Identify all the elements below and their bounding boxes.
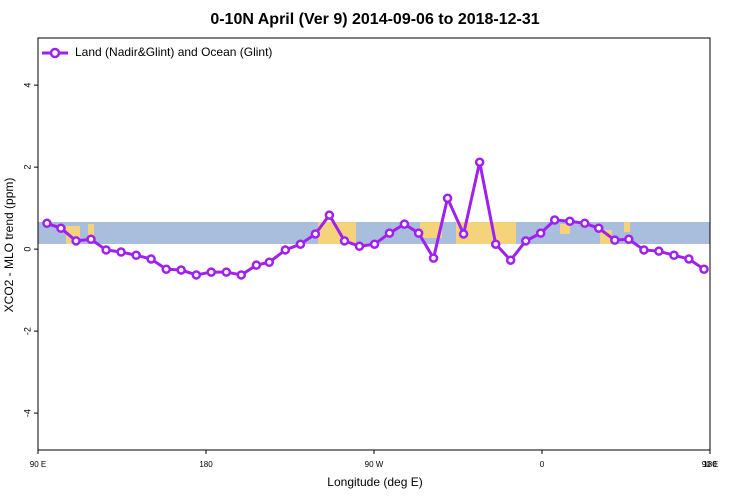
x-tick-label: 180	[703, 460, 717, 469]
y-tick-label: 4	[22, 83, 32, 88]
point	[161, 264, 171, 274]
point	[549, 215, 560, 225]
point	[505, 255, 516, 265]
point	[413, 228, 424, 238]
x-tick-label: 90 W	[365, 460, 384, 469]
point	[474, 157, 485, 167]
point	[310, 229, 321, 239]
point	[221, 267, 232, 277]
point	[428, 253, 439, 263]
chart-title: 0-10N April (Ver 9) 2014-09-06 to 2018-1…	[210, 11, 539, 28]
point	[610, 235, 620, 245]
point	[458, 229, 469, 239]
point	[236, 270, 247, 280]
point	[42, 218, 52, 229]
y-tick-label: -4	[22, 409, 32, 417]
point	[669, 250, 679, 261]
point	[116, 247, 126, 257]
point	[101, 245, 111, 255]
point	[71, 236, 81, 246]
point	[206, 267, 216, 277]
point	[131, 250, 141, 261]
point	[354, 241, 365, 252]
point	[399, 219, 410, 229]
point	[654, 246, 664, 256]
point	[339, 236, 350, 246]
x-tick-label: 90 E	[702, 460, 718, 469]
legend-label: Land (Nadir&Glint) and Ocean (Glint)	[75, 45, 272, 59]
point	[280, 245, 291, 255]
point	[86, 234, 96, 245]
point	[324, 210, 335, 220]
x-tick-label: 0	[540, 460, 545, 469]
point	[56, 223, 66, 233]
point	[176, 265, 186, 275]
point	[369, 239, 380, 249]
y-tick-label: 2	[22, 165, 32, 170]
point	[251, 260, 262, 270]
y-tick-label: 0	[22, 247, 32, 252]
line	[46, 161, 705, 277]
point	[579, 218, 590, 229]
y-axis-label: XCO2 - MLO trend (ppm)	[2, 178, 16, 313]
point	[521, 236, 531, 246]
point	[442, 193, 453, 204]
x-axis-label: Longitude (deg E)	[327, 475, 422, 489]
legend-marker	[49, 47, 61, 59]
point	[264, 257, 275, 267]
x-tick-label: 90 E	[30, 460, 46, 469]
point	[684, 254, 694, 264]
point	[565, 216, 575, 226]
point	[699, 264, 709, 274]
point	[593, 223, 604, 233]
x-tick-label: 180	[199, 460, 213, 469]
point	[624, 234, 634, 245]
point	[295, 239, 306, 249]
y-tick-label: -2	[22, 327, 32, 335]
point	[384, 228, 395, 238]
point	[535, 228, 546, 238]
point	[490, 239, 501, 249]
point	[146, 254, 156, 264]
point	[191, 270, 202, 280]
point	[639, 245, 649, 255]
